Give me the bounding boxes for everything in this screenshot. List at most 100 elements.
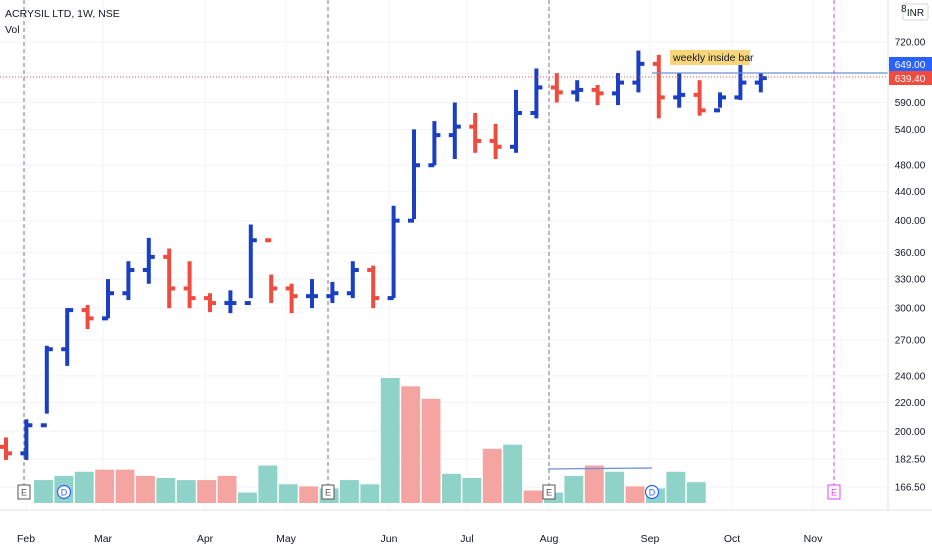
x-tick-label: Mar — [94, 533, 113, 545]
ohlc-bar — [673, 73, 686, 108]
ohlc-bar — [81, 305, 94, 330]
ohlc-bar — [224, 290, 237, 314]
ohlc-bar — [163, 248, 176, 309]
volume-bar — [605, 471, 625, 503]
volume-bar — [462, 478, 482, 503]
earnings-marker-letter: E — [21, 488, 27, 498]
x-tick-label: Feb — [17, 533, 35, 545]
ohlc-bar — [387, 205, 400, 301]
volume-bar — [666, 471, 686, 503]
dividend-marker-letter: D — [649, 488, 656, 498]
ohlc-bar — [632, 50, 645, 93]
ohlc-bar — [510, 89, 522, 153]
volume-bar — [503, 444, 523, 503]
volume-bar — [156, 478, 176, 503]
x-tick-label: Oct — [724, 533, 740, 545]
dividend-marker[interactable]: D — [56, 484, 72, 500]
ohlc-bar — [142, 237, 155, 284]
price-label-lower-box — [889, 71, 932, 85]
currency-badge-box[interactable] — [902, 3, 929, 21]
x-tick-label: Nov — [804, 533, 823, 545]
ohlc-bar — [306, 279, 318, 309]
time-axis-labels: Feb Mar Apr May Jun Jul Aug Sep Oct Nov — [17, 533, 823, 545]
ohlc-bar — [61, 308, 74, 366]
price-label-lower: 639.40 — [889, 71, 932, 85]
ohlc-bar — [265, 238, 278, 304]
annotation-weekly-inside-bar[interactable]: weekly inside bar — [670, 50, 754, 65]
volume-bars — [34, 378, 706, 503]
x-tick-label: Sep — [641, 533, 660, 545]
ohlc-bar — [489, 123, 502, 159]
ohlc-bar — [693, 80, 706, 116]
dividend-marker-circle[interactable] — [644, 484, 660, 500]
ohlc-bars — [0, 50, 767, 460]
earnings-marker-box[interactable] — [542, 484, 556, 500]
annotation-box[interactable] — [670, 50, 750, 65]
earnings-separators — [23, 0, 550, 485]
ohlc-bar — [714, 92, 726, 113]
volume-bar — [421, 398, 441, 503]
y-tick-label: 360.00 — [895, 248, 926, 259]
ohlc-bar — [122, 261, 135, 301]
earnings-marker-box[interactable] — [17, 484, 31, 500]
y-tick-label: 440.00 — [895, 187, 926, 198]
x-tick-label: Jun — [381, 533, 398, 545]
volume-bar — [258, 465, 278, 503]
volume-bar — [401, 386, 421, 503]
axis-top-label: 8 — [901, 4, 907, 15]
volume-indicator-label[interactable]: Vol — [5, 24, 20, 36]
ohlc-bar — [204, 293, 216, 313]
volume-bar — [380, 378, 400, 503]
volume-bar — [176, 480, 196, 503]
earnings-marker[interactable]: E — [17, 484, 31, 500]
dividend-marker-letter: D — [61, 488, 68, 498]
ohlc-bar — [326, 281, 339, 304]
earnings-marker[interactable]: E — [542, 484, 556, 500]
volume-trendline[interactable] — [547, 467, 653, 470]
price-label-upper: 649.00 — [889, 57, 932, 71]
y-tick-label: 300.00 — [895, 304, 926, 315]
volume-bar — [115, 469, 135, 503]
volume-bar — [136, 475, 155, 503]
dividend-marker[interactable]: D — [644, 484, 660, 500]
ohlc-bar — [428, 121, 441, 168]
annotation-text: weekly inside bar — [672, 52, 754, 64]
earnings-marker-letter: E — [831, 488, 837, 498]
volume-bar — [34, 480, 53, 503]
y-tick-label: 200.00 — [895, 427, 926, 438]
currency-badge[interactable]: INR — [902, 3, 929, 21]
y-tick-label: 400.00 — [895, 216, 926, 227]
ohlc-bar — [408, 129, 420, 223]
ohlc-bar — [469, 112, 482, 153]
x-tick-label: May — [276, 533, 297, 545]
ohlc-bar — [591, 85, 604, 106]
y-tick-label: 182.50 — [895, 455, 926, 466]
volume-bar — [95, 469, 115, 503]
ohlc-bar — [244, 224, 257, 306]
volume-bar — [278, 484, 298, 503]
volume-bar — [686, 482, 706, 503]
volume-bar — [482, 448, 502, 503]
ohlc-bar — [612, 73, 624, 106]
earnings-marker-box[interactable] — [827, 484, 841, 500]
symbol-title[interactable]: ACRYSIL LTD, 1W, NSE — [5, 8, 120, 20]
volume-bar — [299, 486, 319, 503]
volume-bar — [625, 486, 645, 503]
price-label-upper-text: 649.00 — [895, 60, 926, 71]
ohlc-bar — [346, 261, 359, 299]
ohlc-bar — [102, 279, 114, 321]
dividend-marker-circle[interactable] — [56, 484, 72, 500]
ohlc-bar — [448, 102, 461, 159]
earnings-marker-letter: E — [546, 488, 552, 498]
y-tick-label: 480.00 — [895, 161, 926, 172]
price-label-upper-box — [889, 57, 932, 71]
ohlc-bar — [530, 68, 543, 119]
earnings-marker[interactable]: E — [321, 484, 335, 500]
y-tick-label: 166.50 — [895, 483, 926, 494]
ohlc-bar — [754, 73, 767, 93]
earnings-marker[interactable]: E — [827, 484, 841, 500]
earnings-marker-box[interactable] — [321, 484, 335, 500]
y-tick-label: 220.00 — [895, 398, 926, 409]
